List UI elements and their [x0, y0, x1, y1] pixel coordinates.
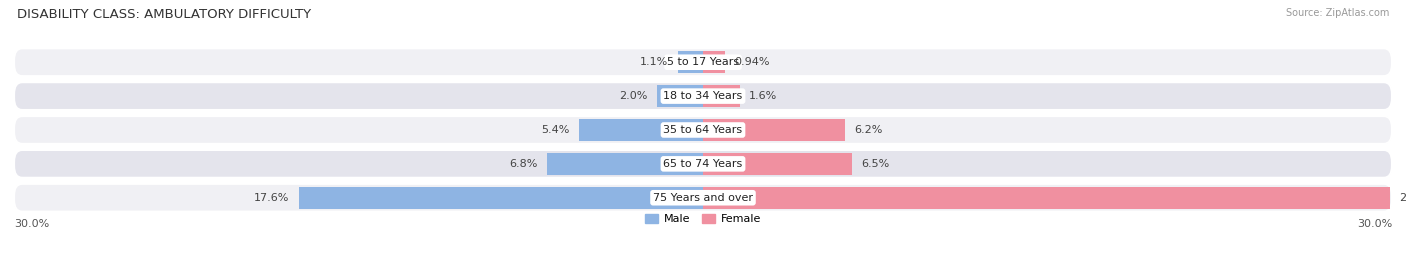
Bar: [703, 85, 740, 107]
Text: 6.2%: 6.2%: [855, 125, 883, 135]
Text: 5.4%: 5.4%: [541, 125, 569, 135]
Text: 2.0%: 2.0%: [620, 91, 648, 101]
Bar: [678, 51, 703, 73]
FancyBboxPatch shape: [14, 184, 1392, 212]
Text: DISABILITY CLASS: AMBULATORY DIFFICULTY: DISABILITY CLASS: AMBULATORY DIFFICULTY: [17, 8, 311, 21]
Bar: [547, 153, 703, 175]
Bar: [703, 187, 1389, 209]
FancyBboxPatch shape: [14, 116, 1392, 144]
Text: 0.94%: 0.94%: [734, 57, 769, 67]
Text: 5 to 17 Years: 5 to 17 Years: [666, 57, 740, 67]
Text: 6.8%: 6.8%: [509, 159, 537, 169]
Bar: [299, 187, 703, 209]
Text: 35 to 64 Years: 35 to 64 Years: [664, 125, 742, 135]
Text: 17.6%: 17.6%: [254, 193, 290, 203]
Text: 29.9%: 29.9%: [1399, 193, 1406, 203]
Bar: [703, 51, 724, 73]
FancyBboxPatch shape: [14, 82, 1392, 110]
FancyBboxPatch shape: [14, 48, 1392, 76]
Text: Source: ZipAtlas.com: Source: ZipAtlas.com: [1285, 8, 1389, 18]
Text: 1.6%: 1.6%: [749, 91, 778, 101]
Text: 18 to 34 Years: 18 to 34 Years: [664, 91, 742, 101]
Bar: [703, 119, 845, 141]
Bar: [657, 85, 703, 107]
Text: 65 to 74 Years: 65 to 74 Years: [664, 159, 742, 169]
Text: 30.0%: 30.0%: [1357, 219, 1392, 229]
Text: 75 Years and over: 75 Years and over: [652, 193, 754, 203]
Legend: Male, Female: Male, Female: [641, 209, 765, 229]
Text: 30.0%: 30.0%: [14, 219, 49, 229]
FancyBboxPatch shape: [14, 150, 1392, 178]
Text: 6.5%: 6.5%: [862, 159, 890, 169]
Bar: [579, 119, 703, 141]
Text: 1.1%: 1.1%: [640, 57, 669, 67]
Bar: [703, 153, 852, 175]
